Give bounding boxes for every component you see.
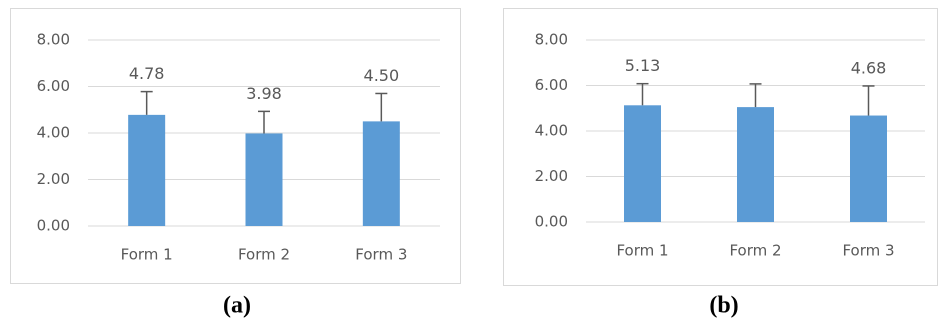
caption: (a): [223, 293, 251, 319]
y-tick-label: 2.00: [37, 170, 70, 188]
x-tick-label: Form 2: [729, 242, 781, 260]
y-tick-label: 6.00: [535, 76, 568, 94]
bar: [737, 107, 774, 222]
x-tick-label: Form 2: [238, 246, 290, 264]
y-tick-label: 4.00: [535, 122, 568, 140]
x-tick-label: Form 1: [121, 246, 173, 264]
x-tick-label: Form 3: [355, 246, 407, 264]
data-label: 4.78: [129, 64, 165, 83]
data-label: 4.68: [851, 58, 887, 77]
bar: [128, 114, 166, 226]
y-tick-label: 6.00: [37, 77, 70, 95]
y-tick-label: 8.00: [535, 31, 568, 49]
y-tick-label: 4.00: [37, 124, 70, 142]
bar: [362, 121, 400, 226]
data-label: 4.50: [364, 66, 400, 85]
caption: (b): [709, 293, 738, 319]
y-tick-label: 0.00: [535, 213, 568, 231]
x-tick-label: Form 3: [842, 242, 894, 260]
y-tick-label: 2.00: [535, 167, 568, 185]
bar: [245, 133, 283, 226]
y-tick-label: 8.00: [37, 31, 70, 49]
x-tick-label: Form 1: [616, 242, 668, 260]
data-label: 3.98: [246, 84, 282, 103]
y-tick-label: 0.00: [37, 217, 70, 235]
bar: [850, 115, 887, 222]
bar: [624, 105, 661, 222]
data-label: 5.13: [625, 56, 661, 75]
